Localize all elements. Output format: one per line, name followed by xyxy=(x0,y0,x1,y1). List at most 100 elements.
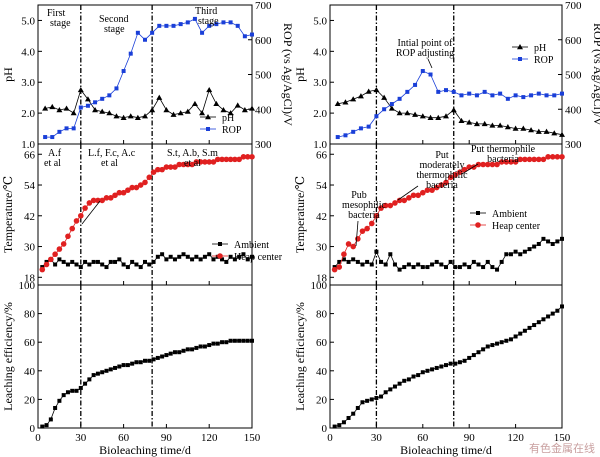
right-middle-series-1-point xyxy=(549,154,556,160)
stage-label-third-2: stage xyxy=(198,16,219,27)
left-middle-series-1-point xyxy=(129,184,135,191)
right-bottom-series-0-point xyxy=(522,328,527,333)
right-top-annotation-arrow xyxy=(427,58,433,69)
left-bottom-series-0-point xyxy=(100,370,105,375)
right-top-series-1-point xyxy=(358,126,363,131)
right-middle-series-0-point xyxy=(518,252,523,257)
left-middle-series-0-point xyxy=(211,257,216,262)
left-middle-series-0-point xyxy=(190,257,195,262)
left-bottom-series-0-point xyxy=(194,345,199,350)
right-middle-series-1-point xyxy=(512,159,519,165)
left-middle-series-1-point xyxy=(133,184,140,191)
right-bottom-series-0-point xyxy=(374,395,379,400)
right-middle-series-1-point xyxy=(420,189,426,196)
left-middle-series-0-point xyxy=(241,252,246,257)
right-middle-series-0-point xyxy=(471,259,476,264)
right-middle-annotation-put: Put xyxy=(435,150,449,161)
right-middle-ytick-label: 54 xyxy=(316,180,328,192)
right-top-y2tick-label: 700 xyxy=(565,0,582,12)
left-middle-series-1-point xyxy=(125,187,131,193)
left-middle-series-0-point xyxy=(224,259,229,264)
right-middle-series-1-point xyxy=(531,156,537,163)
right-bottom-series-0-point xyxy=(392,384,397,389)
left-middle-legend-label: Heap center xyxy=(234,252,283,263)
left-middle-ytick-label: 30 xyxy=(24,242,36,254)
left-middle-slope-guide xyxy=(81,200,101,225)
right-middle-series-0-point xyxy=(402,265,407,270)
left-top-series-0-point xyxy=(142,113,148,119)
right-top-series-0-point xyxy=(396,110,403,116)
stage-label-second: Second xyxy=(99,14,128,25)
right-bottom-series-0-point xyxy=(504,338,509,343)
left-middle-series-0-point xyxy=(237,254,242,259)
right-bottom-xtick-label: 60 xyxy=(417,432,429,444)
right-middle-series-0-point xyxy=(374,249,379,254)
left-bottom-xtick-label: 0 xyxy=(35,432,41,444)
right-top-annotation: Intial point of xyxy=(398,38,454,49)
left-bottom-series-0-point xyxy=(185,347,190,352)
right-bottom-ytick-label: 0 xyxy=(322,423,328,435)
right-bottom-series-0-point xyxy=(397,381,402,386)
right-middle-series-0-point xyxy=(550,241,555,246)
right-middle-series-0-point xyxy=(388,252,393,257)
right-bottom-series-0-point xyxy=(490,343,495,348)
right-bottom-series-0-point xyxy=(369,397,374,402)
right-top-series-0-point xyxy=(512,125,519,131)
left-bottom-ytick-label: 80 xyxy=(24,309,36,321)
right-bottom-xtick-label: 120 xyxy=(507,432,524,444)
right-middle-series-1-point xyxy=(364,225,370,232)
left-top-series-1-point xyxy=(85,103,90,108)
left-middle-series-0-point xyxy=(245,257,250,262)
left-middle-series-1-point xyxy=(189,161,195,168)
right-top-series-0-point xyxy=(404,110,411,116)
right-bottom-series-0-point xyxy=(448,361,453,366)
right-bottom-ytick-label: 40 xyxy=(316,366,328,378)
left-middle-ytick-label: 66 xyxy=(24,149,36,161)
right-bottom-series-0-point xyxy=(383,390,388,395)
left-bottom-series-0-point xyxy=(91,373,96,378)
left-middle-series-0-point xyxy=(91,259,96,264)
right-bottom-series-0-point xyxy=(462,358,467,363)
right-middle-series-1-point xyxy=(494,161,500,168)
right-middle-series-0-point xyxy=(448,259,453,264)
right-middle-series-1-point xyxy=(382,202,389,209)
right-middle-series-0-point xyxy=(406,262,411,267)
right-middle-series-0-point xyxy=(360,262,365,267)
left-bottom-series-0-point xyxy=(70,388,75,393)
right-bottom-series-0-point xyxy=(439,364,444,369)
right-bottom-series-0-point xyxy=(532,323,537,328)
right-middle-series-0-point xyxy=(527,247,532,252)
right-middle-series-0-point xyxy=(397,267,402,272)
left-top-series-0-point xyxy=(149,107,156,113)
left-bottom-ytick-label: 60 xyxy=(24,337,36,349)
right-middle-series-0-point xyxy=(532,244,537,249)
right-middle-series-1-point xyxy=(350,243,357,250)
right-middle-series-1-point xyxy=(508,159,514,165)
right-middle-series-1-point xyxy=(498,159,505,165)
left-middle-series-1-point xyxy=(176,161,183,168)
right-middle-series-0-point xyxy=(365,259,370,264)
right-bottom-ylabel: Leaching efficiency/% xyxy=(293,302,307,411)
left-middle-ytick-label: 54 xyxy=(24,180,36,192)
right-middle-series-0-point xyxy=(541,236,546,241)
watermark-text: 有色金属在线 xyxy=(529,441,595,455)
left-middle-series-1-point xyxy=(232,156,238,163)
right-bottom-series-0-point xyxy=(560,304,564,309)
left-bottom-series-0-point xyxy=(220,340,225,345)
left-bottom-series-0-point xyxy=(121,363,126,368)
left-middle-legend-marker xyxy=(217,253,223,259)
right-middle-series-1-point xyxy=(461,166,468,173)
right-middle-series-1-point xyxy=(368,220,375,227)
left-middle-series-1-point xyxy=(52,251,58,258)
left-top-series-0-point xyxy=(134,114,141,120)
right-top-series-1-point xyxy=(351,129,356,134)
left-middle-series-0-point xyxy=(78,265,83,270)
left-middle-series-0-point xyxy=(228,254,233,259)
right-middle-series-1-point xyxy=(522,156,528,163)
right-bottom-ytick-label: 100 xyxy=(311,280,328,292)
right-middle-series-1-point xyxy=(373,212,380,219)
left-top-legend-marker xyxy=(206,127,210,131)
left-middle-series-1-point xyxy=(180,161,187,168)
left-top-y2tick-label: 400 xyxy=(255,104,272,116)
